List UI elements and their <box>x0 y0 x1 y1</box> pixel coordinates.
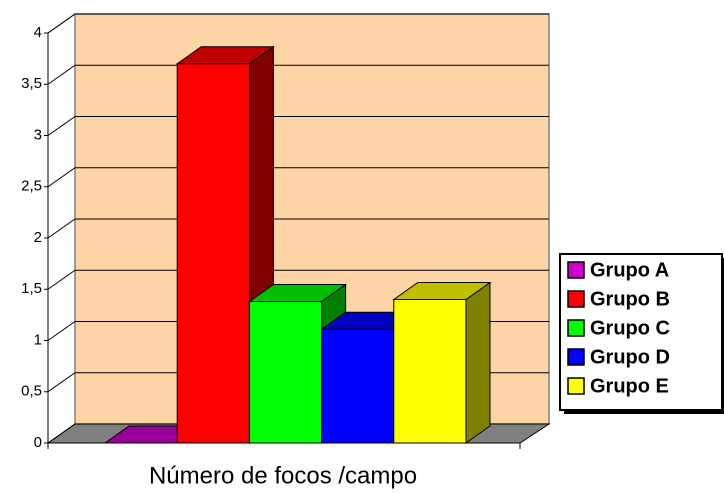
bar-front <box>248 301 323 444</box>
y-tick-label: 1 <box>34 331 42 348</box>
y-tick-label: 3 <box>34 126 42 143</box>
y-tick-label: 1,5 <box>21 280 42 297</box>
wall-tick <box>47 423 76 444</box>
legend-swatch <box>567 319 585 337</box>
legend: Grupo A Grupo B Grupo C Grupo D Grupo E <box>559 253 724 414</box>
x-category-label: Número de focos /campo <box>149 462 417 489</box>
bar-front <box>321 328 395 444</box>
legend-swatch <box>567 348 585 366</box>
wall-tick <box>47 64 76 85</box>
legend-label: Grupo E <box>590 375 669 397</box>
legend-swatch <box>567 290 585 308</box>
legend-swatch <box>567 377 585 395</box>
bar-side <box>465 281 491 444</box>
legend-label: Grupo B <box>590 288 670 310</box>
wall-tick <box>47 321 76 341</box>
legend-label: Grupo C <box>590 317 670 339</box>
y-tick-label: 0 <box>34 434 42 451</box>
wall-tick <box>47 167 76 188</box>
bar <box>392 281 492 444</box>
y-tick-label: 2,5 <box>21 178 42 195</box>
wall-tick <box>47 218 76 239</box>
y-tick-label: 2 <box>34 229 42 246</box>
legend-swatch <box>567 261 585 279</box>
wall-tick <box>47 116 76 136</box>
wall-tick <box>47 269 76 290</box>
wall-tick <box>47 372 76 393</box>
legend-label: Grupo A <box>590 259 669 281</box>
bar-front <box>176 63 250 444</box>
legend-box <box>559 253 723 411</box>
legend-label: Grupo D <box>590 346 670 368</box>
y-tick-label: 0,5 <box>21 383 42 400</box>
y-tick-label: 3,5 <box>21 75 42 92</box>
y-tick-label: 4 <box>34 24 42 41</box>
bar-front <box>393 299 467 444</box>
wall-tick <box>47 13 76 34</box>
